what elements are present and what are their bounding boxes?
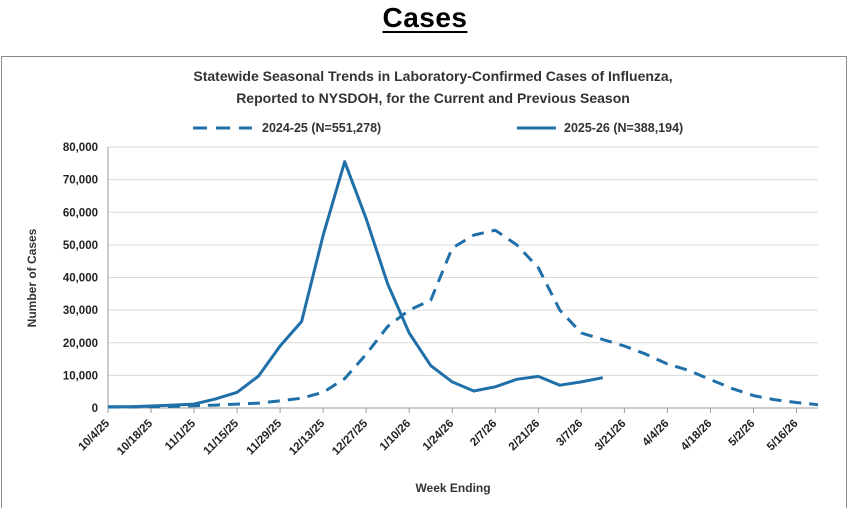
grid-lines	[107, 146, 818, 409]
x-tick-label: 11/15/25	[202, 417, 242, 457]
x-tick-label: 11/1/25	[163, 417, 199, 453]
legend: 2024-25 (N=551,278) 2025-26 (N=388,194)	[193, 121, 683, 135]
series-lines	[108, 160, 819, 409]
x-tick-label: 5/16/26	[765, 418, 801, 454]
y-tick-label: 50,000	[63, 240, 98, 252]
x-tick-label: 3/21/26	[593, 418, 629, 454]
y-tick-label: 70,000	[63, 175, 98, 187]
series-line-2024-25	[108, 228, 819, 409]
chart-title-line-2: Reported to NYSDOH, for the Current and …	[236, 90, 630, 106]
y-tick-label: 60,000	[63, 207, 98, 219]
x-tick-label: 12/27/25	[330, 417, 371, 458]
x-tick-label: 2/7/26	[468, 418, 499, 449]
y-axis-ticks: 0 10,000 20,000 30,000 40,000 50,000 60,000 70,…	[63, 142, 98, 415]
chart-title-line-1: Statewide Seasonal Trends in Laboratory-…	[193, 68, 672, 84]
series-line-2025-26	[108, 160, 604, 409]
page-heading: Cases	[382, 2, 468, 33]
y-tick-label: 0	[92, 403, 98, 415]
legend-label-2025-26: 2025-26 (N=388,194)	[564, 121, 683, 135]
y-tick-label: 30,000	[63, 305, 98, 317]
legend-label-2024-25: 2024-25 (N=551,278)	[262, 121, 381, 135]
x-tick-label: 5/2/26	[726, 418, 757, 449]
y-tick-label: 40,000	[63, 273, 98, 285]
x-tick-label: 10/4/25	[77, 417, 113, 453]
x-axis-label: Week Ending	[415, 481, 490, 495]
x-tick-label: 4/18/26	[679, 418, 715, 454]
y-tick-label: 20,000	[63, 338, 98, 350]
x-tick-label: 1/10/26	[378, 418, 414, 454]
x-axis-ticks: 10/4/25 10/18/25 11/1/25 11/15/25 11/29/25 12…	[77, 408, 801, 458]
x-tick-label: 1/24/26	[421, 418, 457, 454]
x-tick-label: 10/18/25	[115, 417, 156, 458]
x-tick-label: 4/4/26	[640, 418, 671, 449]
y-tick-label: 10,000	[63, 370, 98, 382]
chart-frame	[1, 56, 847, 508]
x-tick-label: 2/21/26	[507, 418, 543, 454]
y-tick-label: 80,000	[63, 142, 98, 154]
x-tick-label: 11/29/25	[245, 417, 285, 457]
x-tick-label: 3/7/26	[554, 418, 585, 449]
y-axis-label: Number of Cases	[25, 228, 39, 327]
x-tick-label: 12/13/25	[287, 417, 328, 458]
